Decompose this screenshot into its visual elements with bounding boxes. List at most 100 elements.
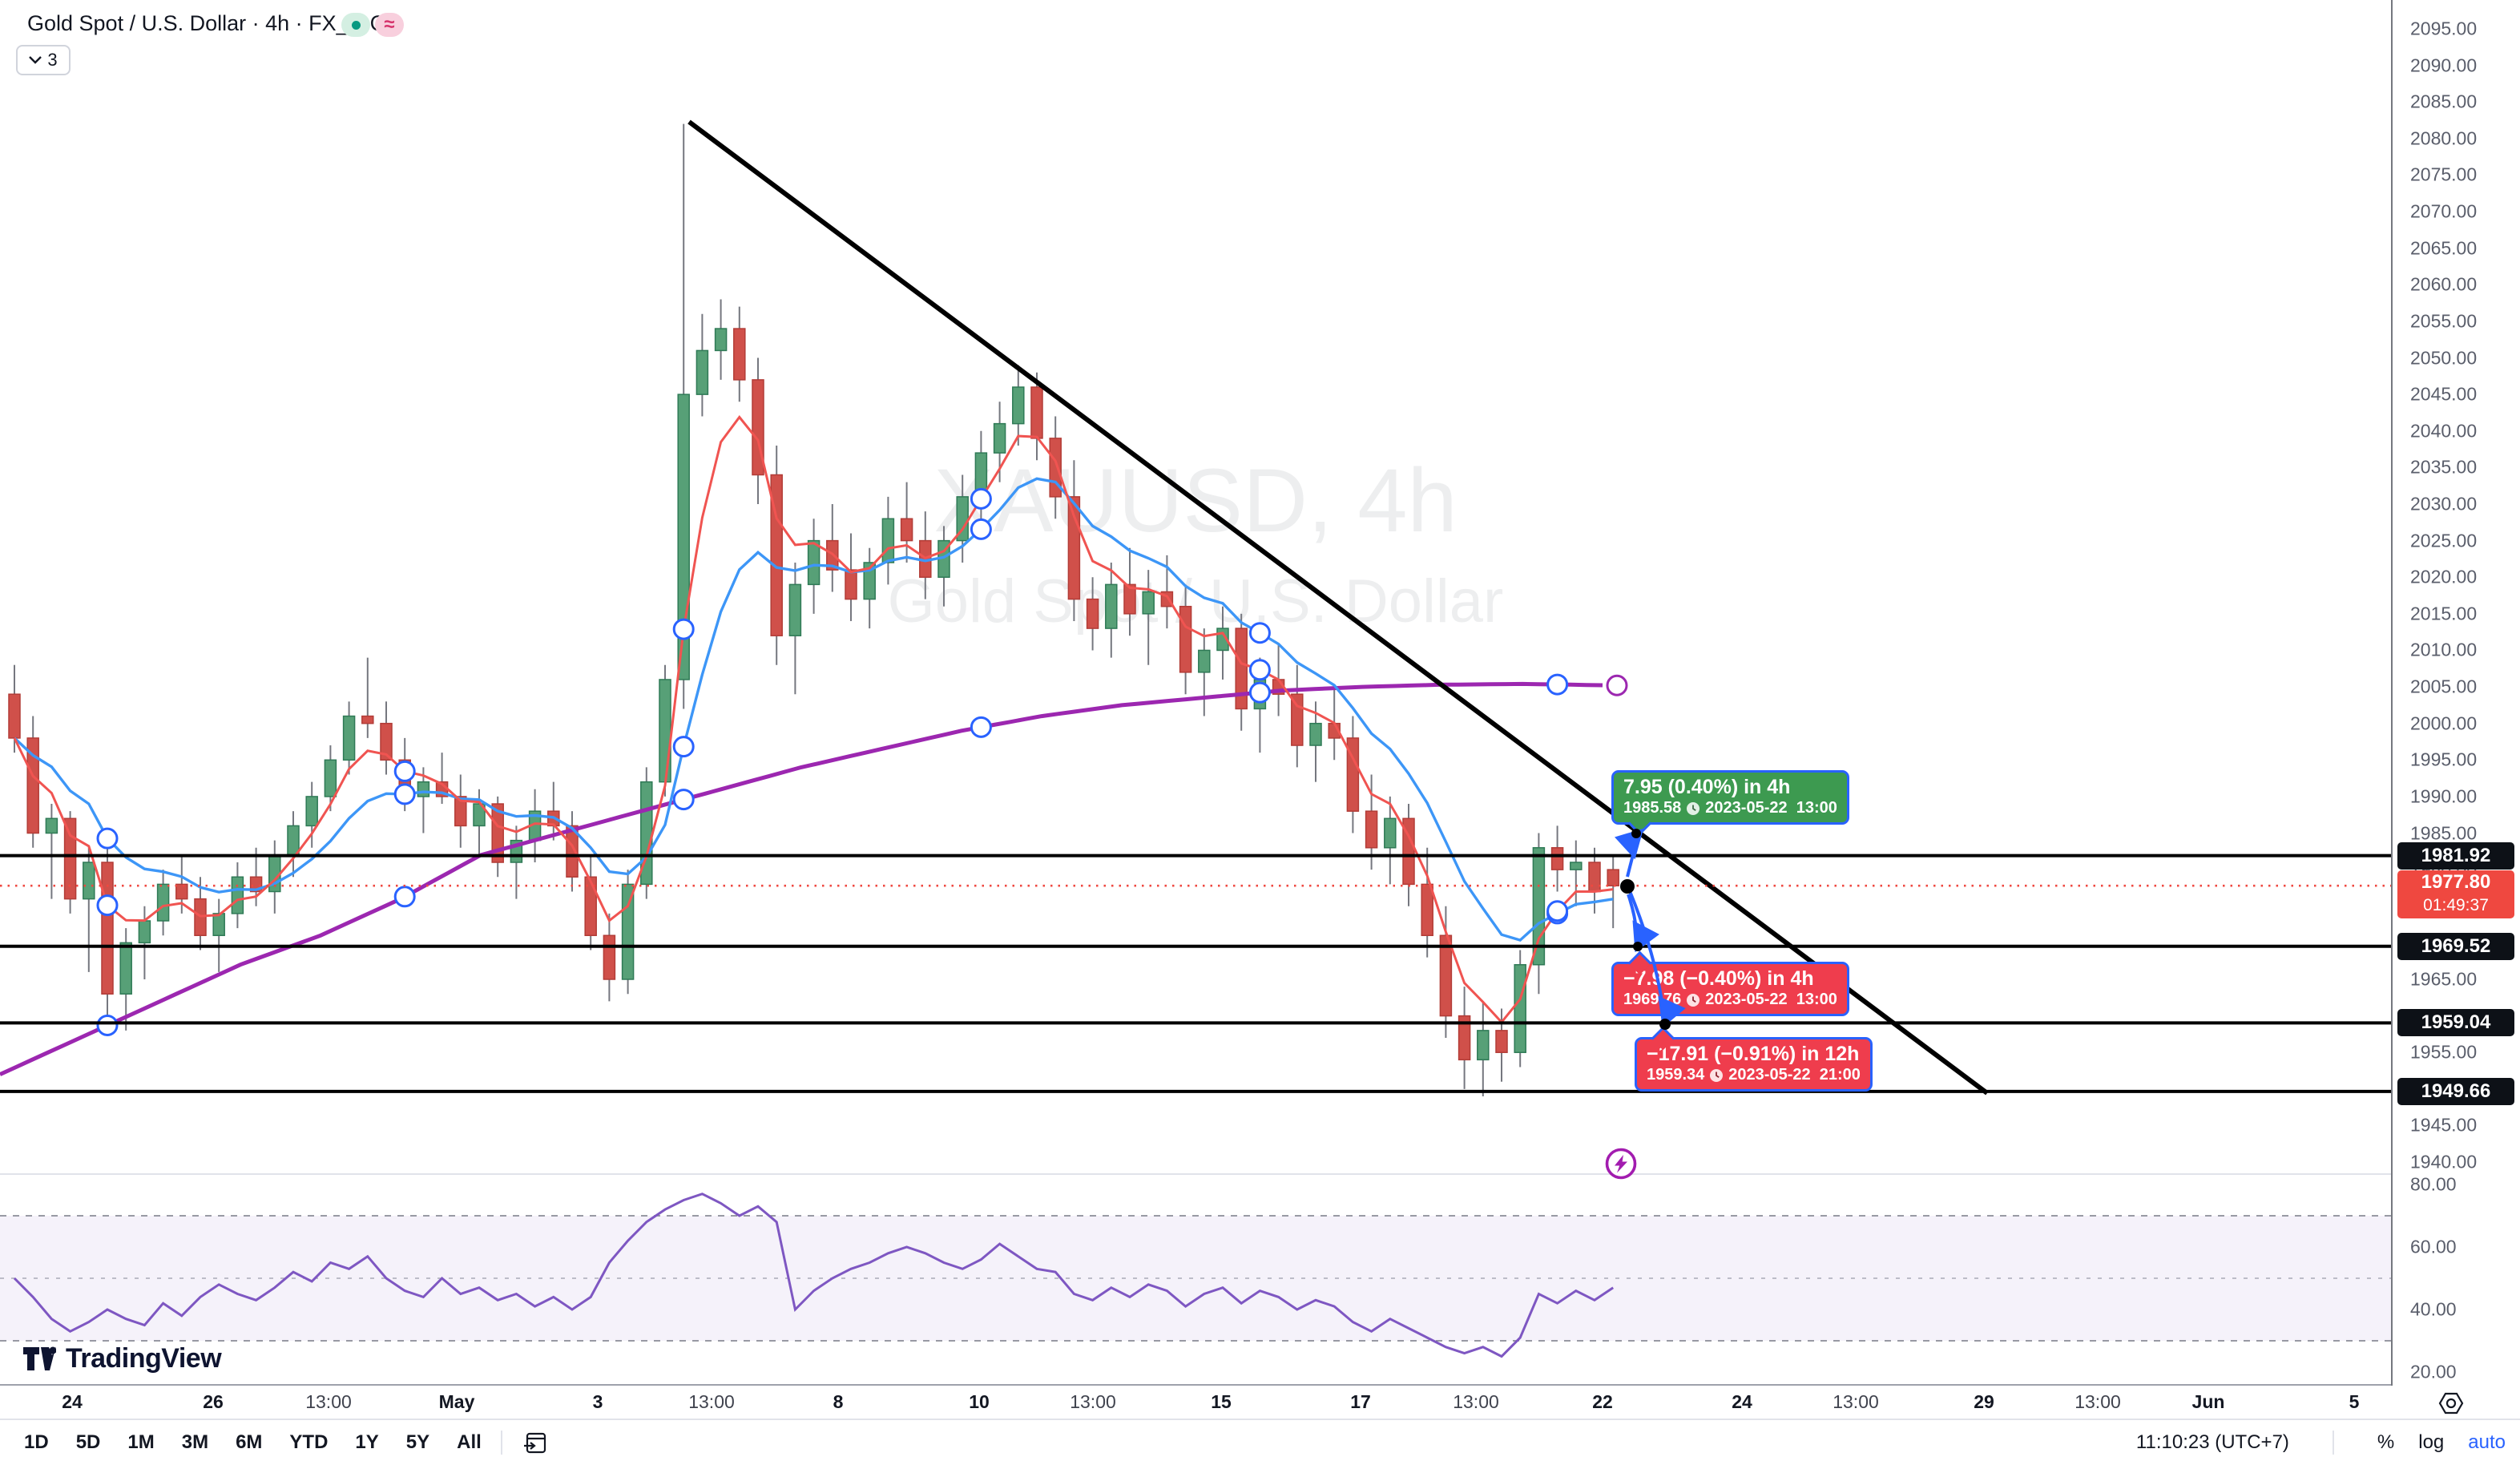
range-button-1M[interactable]: 1M <box>127 1431 155 1453</box>
range-button-3M[interactable]: 3M <box>181 1431 209 1453</box>
candle-body <box>175 883 188 900</box>
price-tick-label: 2085.00 <box>2410 91 2478 112</box>
line-point-marker <box>1248 659 1271 681</box>
time-tick-label: 10 <box>969 1391 990 1412</box>
price-tick-label: 2065.00 <box>2410 237 2478 259</box>
candles-layer <box>8 123 1619 1096</box>
change-label-down-12h-text: −17.91 (−0.91%) in 12h <box>1647 1043 1860 1065</box>
candle-body <box>1086 598 1099 629</box>
price-tick-label: 1990.00 <box>2410 785 2478 807</box>
time-tick-label: 26 <box>203 1391 224 1412</box>
candle-body <box>1439 934 1453 1017</box>
price-tick-label: 1985.00 <box>2410 822 2478 844</box>
candle-body <box>380 722 393 761</box>
log-scale-toggle[interactable]: log <box>2418 1431 2445 1453</box>
time-tick-label: 29 <box>1974 1391 1994 1412</box>
candle-body <box>342 715 356 761</box>
candle-body <box>770 474 783 636</box>
clock-display[interactable]: 11:10:23 (UTC+7) <box>2135 1431 2289 1453</box>
candle-body <box>156 883 170 922</box>
change-label-down-4h-text: −7.98 (−0.40%) in 4h <box>1623 967 1814 990</box>
price-tick-label: 2055.00 <box>2410 310 2478 332</box>
lightning-button[interactable] <box>1603 1146 1639 1181</box>
range-button-5D[interactable]: 5D <box>75 1431 101 1453</box>
line-point-marker <box>672 789 695 811</box>
price-tick-label: 2095.00 <box>2410 18 2478 39</box>
price-tick-label: 2070.00 <box>2410 200 2478 222</box>
candle-body <box>696 349 709 395</box>
price-chart-canvas[interactable] <box>0 0 2391 1419</box>
change-label-down-4h-detail: 1969.76 2023-05-22 13:00 <box>1623 991 1837 1008</box>
time-tick-label: May <box>438 1391 475 1412</box>
descending-trendline <box>687 119 1989 1096</box>
rsi-band <box>0 1216 2391 1341</box>
time-axis[interactable]: 24 26 13:00 May 3 13:00 8 10 13:00 15 17 13:00 22 24 1… <box>0 1386 2520 1419</box>
range-button-1D[interactable]: 1D <box>24 1431 49 1453</box>
range-button-5Y[interactable]: 5Y <box>405 1431 430 1453</box>
candle-body <box>584 876 597 937</box>
auto-scale-toggle[interactable]: auto <box>2468 1431 2506 1453</box>
candle-body <box>566 825 579 878</box>
delayed-data-badge[interactable]: ≈ <box>375 13 404 37</box>
candle-body <box>733 328 746 381</box>
line-point-marker <box>393 760 416 782</box>
candle-body <box>603 934 616 980</box>
time-tick-label: 13:00 <box>1070 1391 1116 1412</box>
price-axis[interactable]: 2095.00 2090.00 2085.00 2080.00 2075.00 2070.… <box>2393 0 2520 1419</box>
pane-separator[interactable] <box>0 1173 2391 1175</box>
change-label-down-4h[interactable]: −7.98 (−0.40%) in 4h 1969.76 2023-05-22 … <box>1611 950 1849 1016</box>
change-label-up[interactable]: 7.95 (0.40%) in 4h 1985.58 2023-05-22 13… <box>1611 770 1849 836</box>
price-tick-label: 2050.00 <box>2410 347 2478 369</box>
range-selector: 1D 5D 1M 3M 6M YTD 1Y 5Y All <box>24 1431 482 1454</box>
level-price-pill: 1981.92 <box>2397 841 2514 870</box>
tv-logo-text: TradingView <box>66 1343 222 1374</box>
ma-fast-line <box>13 415 1614 1024</box>
toolbar-separator <box>0 1419 2520 1420</box>
clock-icon <box>1687 993 1700 1007</box>
level-price-pill: 1969.52 <box>2397 932 2514 960</box>
line-point-marker <box>672 736 695 758</box>
candle-body <box>1550 847 1564 870</box>
candle-body <box>8 693 21 739</box>
range-button-1Y[interactable]: 1Y <box>355 1431 379 1453</box>
change-label-down-12h[interactable]: −17.91 (−0.91%) in 12h 1959.34 2023-05-2… <box>1635 1026 1873 1092</box>
rsi-tick-label: 60.00 <box>2410 1236 2457 1257</box>
time-tick-label: 22 <box>1592 1391 1613 1412</box>
range-button-6M[interactable]: 6M <box>236 1431 263 1453</box>
candle-body <box>212 913 225 937</box>
candle-body <box>1346 737 1360 812</box>
range-button-YTD[interactable]: YTD <box>289 1431 329 1453</box>
time-tick-label: Jun <box>2191 1391 2225 1412</box>
scale-settings-button[interactable] <box>2436 1390 2468 1417</box>
toolbar-divider <box>2332 1431 2334 1455</box>
chevron-down-icon <box>29 56 42 64</box>
tradingview-logo[interactable]: TradingView <box>22 1343 222 1374</box>
candle-body <box>1309 722 1322 746</box>
candle-body <box>1458 1015 1471 1061</box>
candle-body <box>1588 862 1601 893</box>
symbol-title[interactable]: Gold Spot / U.S. Dollar · 4h · FX_IDC <box>27 11 386 35</box>
candle-body <box>1179 605 1192 673</box>
go-to-date-button[interactable] <box>522 1429 549 1456</box>
range-button-All[interactable]: All <box>457 1431 482 1453</box>
object-tree-button[interactable]: 3 <box>16 45 71 75</box>
candle-body <box>788 583 802 636</box>
candle-body <box>63 817 77 900</box>
price-tick-label: 2060.00 <box>2410 273 2478 295</box>
percent-scale-toggle[interactable]: % <box>2377 1431 2395 1453</box>
price-tick-label: 1940.00 <box>2410 1151 2478 1172</box>
price-tick-label: 2015.00 <box>2410 603 2478 624</box>
time-tick-label: 24 <box>1732 1391 1752 1412</box>
price-tick-label: 1955.00 <box>2410 1041 2478 1063</box>
line-point-marker <box>393 783 416 805</box>
time-tick-label: 5 <box>2349 1391 2360 1412</box>
ma-slow-end-marker <box>1606 674 1628 696</box>
candle-body <box>807 539 821 586</box>
level-price-pill: 1949.66 <box>2397 1077 2514 1105</box>
price-tick-label: 2045.00 <box>2410 383 2478 405</box>
candle-body <box>1607 869 1619 886</box>
change-label-up-detail: 1985.58 2023-05-22 13:00 <box>1623 799 1837 817</box>
price-tick-label: 2025.00 <box>2410 530 2478 551</box>
price-tick-label: 2005.00 <box>2410 676 2478 697</box>
market-status-badge[interactable] <box>341 13 370 37</box>
